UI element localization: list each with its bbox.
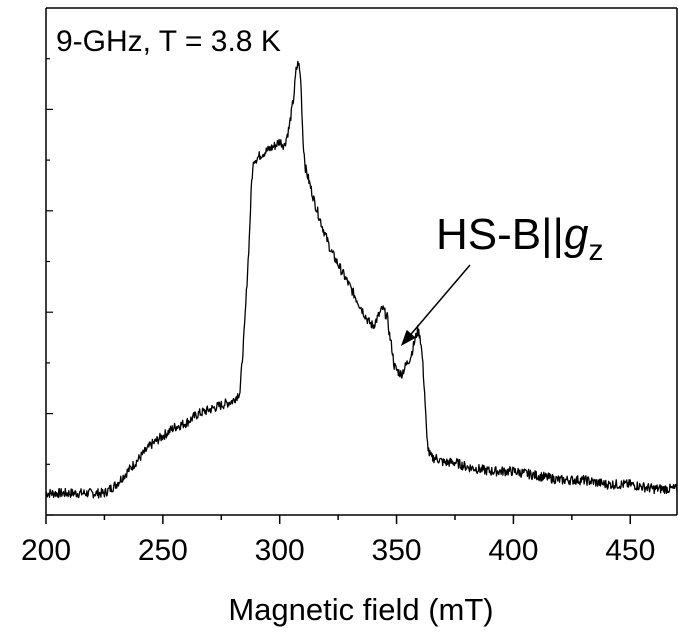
feature-annotation: HS-B||gz [400, 210, 603, 346]
x-tick-label: 250 [138, 534, 188, 567]
feature-subscript: z [588, 234, 603, 267]
y-axis-ticks [46, 58, 53, 516]
x-tick-label: 300 [255, 534, 305, 567]
feature-label: HS-B||gz [436, 210, 603, 267]
feature-arrow-line [410, 264, 471, 335]
feature-arrow-head [400, 329, 416, 346]
feature-label-text: HS-B|| [436, 210, 564, 259]
spectrum-line [45, 60, 678, 499]
plot-area [45, 7, 678, 516]
x-tick-label: 350 [372, 534, 422, 567]
feature-symbol: g [564, 210, 589, 259]
x-axis-tick-labels: 200 250 300 350 400 450 [21, 534, 655, 567]
x-tick-label: 450 [605, 534, 655, 567]
x-tick-label: 200 [21, 534, 71, 567]
x-tick-label: 400 [488, 534, 538, 567]
condition-label: 9-GHz, T = 3.8 K [56, 25, 281, 58]
x-axis-ticks [45, 515, 632, 524]
x-axis-title: Magnetic field (mT) [228, 592, 493, 627]
